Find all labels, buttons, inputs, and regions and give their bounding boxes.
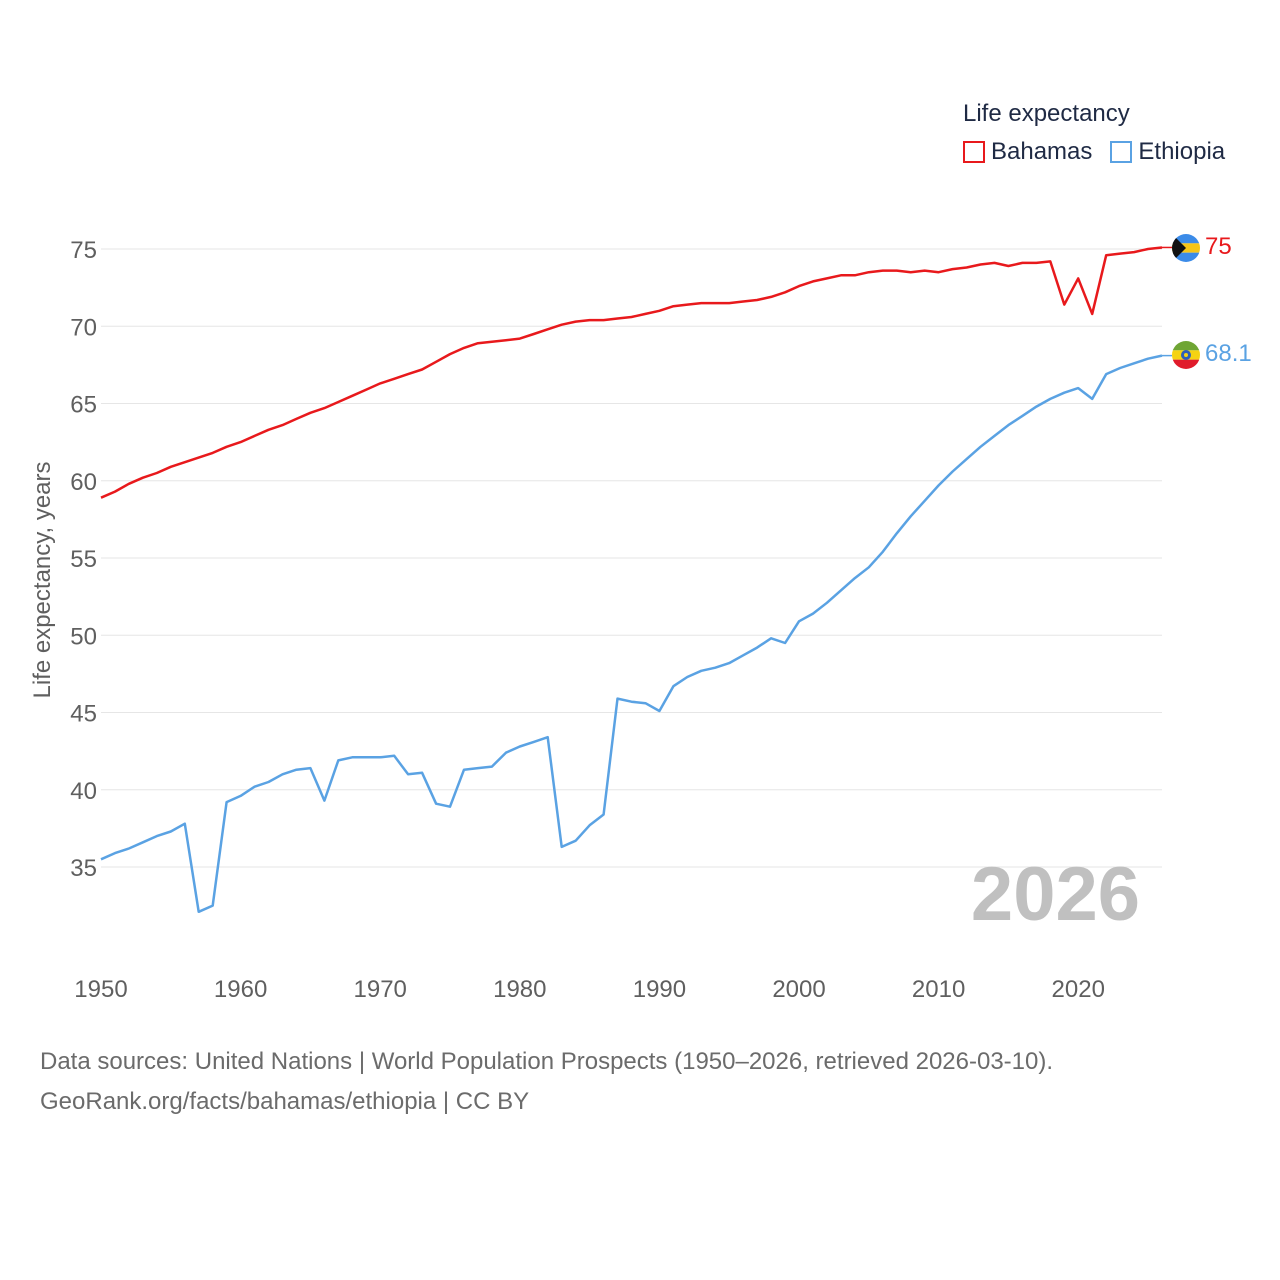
x-tick-label: 1980 bbox=[493, 976, 546, 1003]
legend-item-ethiopia[interactable]: Ethiopia bbox=[1110, 138, 1225, 166]
ethiopia-flag-icon bbox=[1172, 341, 1200, 369]
x-tick-label: 1950 bbox=[74, 976, 127, 1003]
series-line-bahamas[interactable] bbox=[100, 246, 1163, 499]
y-tick-label: 45 bbox=[70, 701, 97, 728]
legend-swatch-bahamas bbox=[963, 141, 985, 163]
x-tick-label: 2000 bbox=[772, 976, 825, 1003]
legend: Life expectancy Bahamas Ethiopia bbox=[963, 100, 1225, 166]
grid-lines bbox=[101, 248, 1162, 868]
y-tick-label: 35 bbox=[70, 855, 97, 882]
y-tick-label: 50 bbox=[70, 623, 97, 650]
x-tick-label: 1960 bbox=[214, 976, 267, 1003]
x-tick-label: 1990 bbox=[633, 976, 686, 1003]
y-tick-label: 60 bbox=[70, 469, 97, 496]
y-tick-label: 70 bbox=[70, 314, 97, 341]
y-tick-label: 40 bbox=[70, 778, 97, 805]
line-chart: 35 40 45 50 55 60 65 70 75 1950 1960 1970 1980 1990 2… bbox=[29, 233, 1252, 1003]
x-tick-label: 2010 bbox=[912, 976, 965, 1003]
series-line-ethiopia[interactable] bbox=[100, 354, 1163, 914]
y-axis-label: Life expectancy, years bbox=[29, 461, 56, 698]
y-axis-ticks: 35 40 45 50 55 60 65 70 75 bbox=[70, 237, 97, 882]
source-note: Data sources: United Nations | World Pop… bbox=[40, 1042, 1053, 1122]
bahamas-end-label: 75 bbox=[1205, 233, 1232, 260]
series-lines bbox=[100, 246, 1172, 914]
legend-title: Life expectancy bbox=[963, 100, 1130, 127]
legend-item-bahamas[interactable]: Bahamas bbox=[963, 138, 1092, 166]
ethiopia-end-label: 68.1 bbox=[1205, 340, 1252, 367]
y-tick-label: 65 bbox=[70, 392, 97, 419]
legend-label-ethiopia: Ethiopia bbox=[1138, 138, 1226, 165]
bahamas-flag-icon bbox=[1172, 234, 1200, 262]
year-watermark: 2026 bbox=[971, 852, 1140, 937]
source-link[interactable]: GeoRank.org/facts/bahamas/ethiopia | CC … bbox=[40, 1088, 530, 1115]
x-tick-label: 2020 bbox=[1052, 976, 1105, 1003]
legend-swatch-ethiopia bbox=[1110, 141, 1133, 163]
legend-label-bahamas: Bahamas bbox=[991, 138, 1093, 165]
source-line: Data sources: United Nations | World Pop… bbox=[40, 1048, 1054, 1075]
y-tick-label: 75 bbox=[70, 237, 97, 264]
x-axis-ticks: 1950 1960 1970 1980 1990 2000 2010 2020 bbox=[74, 976, 1105, 1003]
x-tick-label: 1970 bbox=[354, 976, 407, 1003]
y-tick-label: 55 bbox=[70, 546, 97, 573]
